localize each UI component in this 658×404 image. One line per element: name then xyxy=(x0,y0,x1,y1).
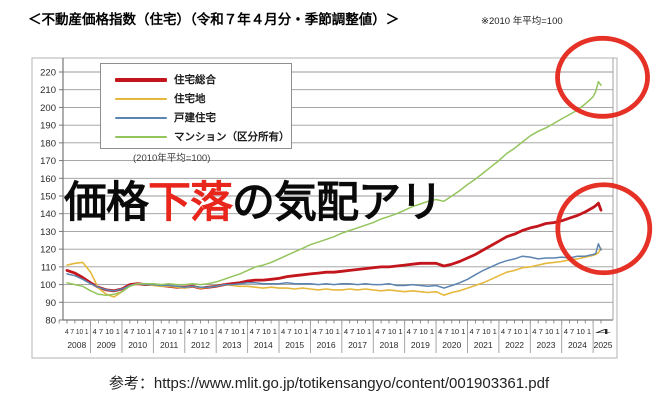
legend-label: 住宅地 xyxy=(174,93,206,105)
x-tick-months: 4 7 10 1 xyxy=(564,327,591,336)
x-tick-year: 2012 xyxy=(191,340,210,350)
y-tick-label: 220 xyxy=(40,68,56,79)
legend-item-kodate: 戸建住宅 xyxy=(115,108,291,127)
x-tick-months: 4 7 10 1 xyxy=(344,327,371,336)
legend-label: 住宅総合 xyxy=(174,74,216,86)
legend-item-jutakuchi: 住宅地 xyxy=(115,89,291,108)
x-tick-months: 4 7 10 1 xyxy=(155,327,182,336)
x-tick-year: 2010 xyxy=(128,340,147,350)
page-title: ＜不動産価格指数（住宅）（令和７年４月分・季節調整値）＞ xyxy=(28,12,400,27)
x-tick-months: 4 7 10 1 xyxy=(312,327,339,336)
y-tick-label: 130 xyxy=(40,227,56,238)
x-tick-year: 2019 xyxy=(411,340,430,350)
legend-line-sample xyxy=(115,116,167,119)
reference-caption: 参考：https://www.mlit.go.jp/totikensangyo/… xyxy=(108,375,550,392)
y-tick-label: 200 xyxy=(40,103,56,114)
series-line-マンション（区分所有） xyxy=(66,80,602,296)
y-tick-label: 170 xyxy=(40,156,56,167)
legend-line-sample xyxy=(115,135,167,138)
legend-item-mansion: マンション（区分所有） xyxy=(115,127,291,146)
x-tick-months: 4 7 10 1 xyxy=(438,327,465,336)
x-tick-year: 2011 xyxy=(160,340,179,350)
legend-label: マンション（区分所有） xyxy=(174,131,290,143)
y-tick-label: 180 xyxy=(40,138,56,149)
overlay-black-2: の気配アリ xyxy=(232,179,443,227)
x-tick-months: 4 7 10 1 xyxy=(407,327,434,336)
y-tick-label: 90 xyxy=(45,298,56,309)
y-tick-label: 110 xyxy=(41,262,56,273)
x-tick-months: 4 7 10 1 xyxy=(124,327,151,336)
series-line-戸建住宅 xyxy=(66,243,602,292)
x-tick-year: 2018 xyxy=(379,340,398,350)
x-tick-year: 2016 xyxy=(317,340,336,350)
x-tick-months: 4 7 10 1 xyxy=(187,327,214,336)
x-tick-year: 2009 xyxy=(97,340,116,350)
overlay-black-1: 価格 xyxy=(64,179,149,227)
y-tick-label: 210 xyxy=(40,85,56,96)
legend-line-sample xyxy=(115,97,167,100)
x-tick-year: 2013 xyxy=(222,340,241,350)
x-tick-year: 2008 xyxy=(67,340,86,350)
y-tick-label: 100 xyxy=(40,280,56,291)
x-tick-months: 4 7 10 1 xyxy=(250,327,277,336)
x-tick-months: 4 7 10 1 xyxy=(93,327,120,336)
x-tick-year: 2022 xyxy=(505,340,524,350)
chart-legend: 住宅総合 住宅地 戸建住宅 マンション（区分所有） xyxy=(100,63,292,149)
x-tick-months: 4 7 10 1 xyxy=(375,327,402,336)
annotation-circle xyxy=(555,35,650,119)
legend-line-sample xyxy=(115,77,167,82)
x-tick-year: 2021 xyxy=(474,340,493,350)
x-tick-months: 4 7 10 1 xyxy=(501,327,528,336)
x-tick-year: 2023 xyxy=(537,340,556,350)
x-tick-year: 2020 xyxy=(442,340,461,350)
x-tick-months: 4 xyxy=(595,327,611,336)
x-tick-months: 4 7 10 1 xyxy=(218,327,245,336)
y-tick-label: 140 xyxy=(40,209,56,220)
overlay-red-word: 下落 xyxy=(148,179,233,227)
annotation-circle xyxy=(555,182,653,276)
title-note: ※2010 年平均=100 xyxy=(481,16,563,27)
x-tick-months: 4 7 10 1 xyxy=(281,327,308,336)
legend-item-sogo: 住宅総合 xyxy=(115,70,291,89)
y-tick-label: 160 xyxy=(40,174,56,185)
overlay-annotation-text: 価格下落の気配アリ xyxy=(64,179,443,227)
y-tick-label: 190 xyxy=(40,121,56,132)
y-tick-label: 150 xyxy=(40,192,56,203)
legend-label: 戸建住宅 xyxy=(174,112,216,124)
y-tick-label: 120 xyxy=(40,245,56,256)
x-tick-year: 2025 xyxy=(594,340,613,350)
x-tick-year: 2014 xyxy=(254,340,273,350)
x-tick-year: 2017 xyxy=(348,340,367,350)
x-tick-months: 4 7 10 1 xyxy=(65,327,89,336)
x-tick-year: 2024 xyxy=(568,340,587,350)
series-line-住宅地 xyxy=(66,247,602,298)
x-tick-year: 2015 xyxy=(285,340,304,350)
y-tick-label: 80 xyxy=(45,316,56,327)
x-tick-months: 4 7 10 1 xyxy=(532,327,559,336)
legend-subnote: (2010年平均=100) xyxy=(133,153,211,164)
x-tick-months: 4 7 10 1 xyxy=(469,327,496,336)
